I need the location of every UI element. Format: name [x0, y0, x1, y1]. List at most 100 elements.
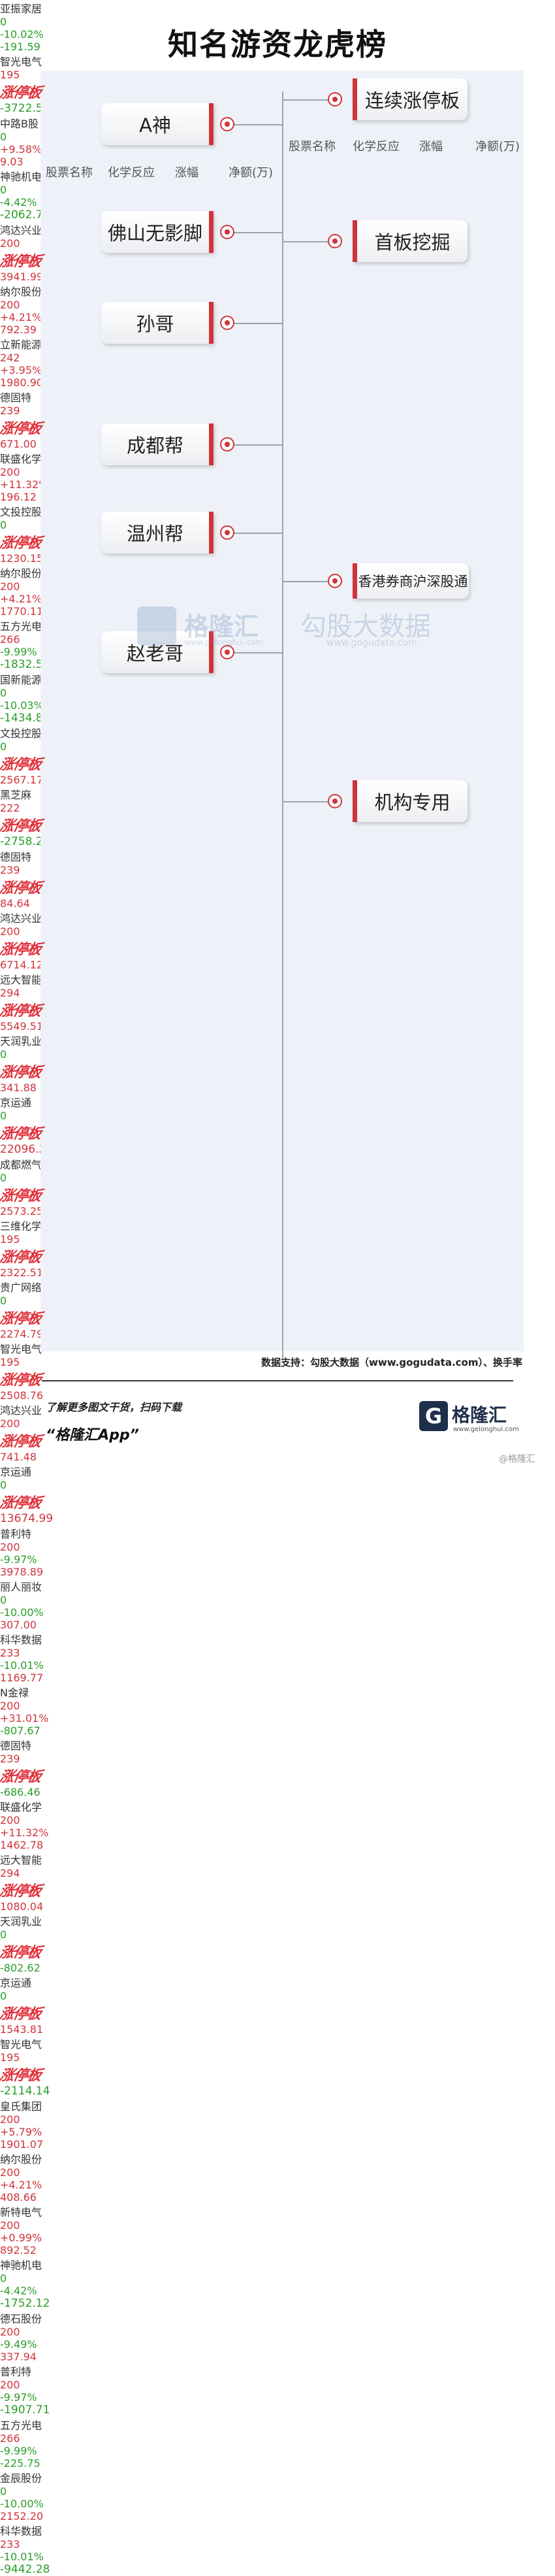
- stock-name: 天润乳业: [0, 1035, 42, 1048]
- watermark-logo-icon: [137, 606, 176, 646]
- footer-divider: [42, 1380, 513, 1381]
- reaction-value: 200: [0, 580, 20, 593]
- table-row: [283, 997, 525, 1023]
- stock-name: 金辰股份: [0, 2472, 42, 2485]
- net-amount: 2508.76: [0, 1389, 44, 1402]
- net-amount: 3941.99: [0, 271, 44, 283]
- limit-up-badge: 涨停板: [0, 1126, 43, 1142]
- right-group-label: 连续涨停板: [353, 78, 468, 120]
- left-connector: [229, 533, 283, 534]
- net-amount: 408.66: [0, 2191, 37, 2204]
- table-row: [0, 847, 281, 873]
- net-amount: 1080.04: [0, 1900, 44, 1913]
- reaction-value: 266: [0, 633, 20, 646]
- reaction-value: 222: [0, 802, 20, 814]
- change-value: -9.97%: [0, 2391, 37, 2403]
- left-group-label: 佛山无影脚: [101, 211, 214, 253]
- stock-name: 联盛化学: [0, 1801, 42, 1813]
- stock-name: 纳尔股份: [0, 2153, 42, 2166]
- stock-name: 德固特: [0, 1740, 32, 1752]
- reaction-value: 0: [0, 1172, 7, 1184]
- table-row: [283, 750, 525, 776]
- stock-name: 贵广网络: [0, 1281, 42, 1294]
- table-row: [0, 684, 281, 710]
- left-header-2: 涨幅: [175, 166, 198, 180]
- stock-name: 鸿达兴业: [0, 1404, 42, 1417]
- reaction-value: 0: [0, 2272, 7, 2285]
- right-group-label: 香港券商沪深股通: [353, 563, 469, 599]
- table-row: [0, 354, 281, 380]
- table-row: [283, 154, 525, 180]
- table-row: [0, 267, 281, 293]
- stock-name: 科华数据: [0, 2525, 42, 2537]
- table-row: [283, 718, 525, 744]
- stock-name: 文投控股: [0, 727, 42, 740]
- watermark-url-1: www.gelonghui.com: [184, 638, 264, 647]
- table-row: [283, 1094, 525, 1120]
- limit-up-badge: 涨停板: [0, 1434, 43, 1450]
- change-value: -9.49%: [0, 2338, 37, 2351]
- left-connector: [229, 444, 283, 446]
- watermark-sub: 勾股大数据: [300, 612, 431, 642]
- reaction-value: 0: [0, 740, 7, 753]
- reaction-value: 0: [0, 1990, 7, 2002]
- left-header-0: 股票名称: [46, 166, 93, 180]
- reaction-value: 0: [0, 1048, 7, 1061]
- reaction-value: 200: [0, 2166, 20, 2179]
- left-dot-icon: [220, 437, 234, 452]
- net-amount: -191.59: [0, 41, 40, 53]
- limit-up-badge: 涨停板: [0, 1003, 43, 1019]
- reaction-value: 195: [0, 1233, 20, 1246]
- reaction-value: 200: [0, 925, 20, 938]
- right-connector: [283, 801, 340, 802]
- reaction-value: 200: [0, 2113, 20, 2126]
- stock-name: 立新能源: [0, 339, 42, 351]
- change-value: +11.32%: [0, 1826, 49, 1839]
- reaction-value: 294: [0, 1867, 20, 1879]
- change-value: -10.01%: [0, 2551, 44, 2563]
- limit-up-badge: 涨停板: [0, 1945, 43, 1961]
- table-row: [0, 717, 281, 743]
- reaction-value: 233: [0, 1647, 20, 1659]
- table-row: [283, 273, 525, 299]
- stock-name: 丽人丽妆: [0, 1581, 42, 1593]
- net-amount: -686.46: [0, 1786, 40, 1798]
- right-header-0: 股票名称: [289, 140, 336, 154]
- right-group-label: 机构专用: [353, 780, 468, 822]
- reaction-value: 0: [0, 1110, 7, 1122]
- limit-up-badge: 涨停板: [0, 818, 43, 834]
- left-header-1: 化学反应: [108, 166, 155, 180]
- left-connector: [229, 652, 283, 653]
- change-value: +0.99%: [0, 2232, 42, 2244]
- limit-up-badge: 涨停板: [0, 1249, 43, 1266]
- limit-up-badge: 涨停板: [0, 1769, 43, 1785]
- stock-name: 鸿达兴业: [0, 912, 42, 925]
- footer-line-1: 了解更多图文干货，扫码下载: [46, 1401, 182, 1413]
- reaction-value: 200: [0, 299, 20, 311]
- right-dot-icon: [328, 234, 342, 248]
- reaction-value: 195: [0, 1356, 20, 1368]
- net-amount: 1169.77: [0, 1672, 44, 1684]
- table-row: [283, 965, 525, 991]
- net-amount: 2152.20: [0, 2510, 44, 2522]
- logo-name: 格隆汇: [452, 1404, 507, 1426]
- net-amount: -225.75: [0, 2457, 40, 2469]
- limit-up-badge: 涨停板: [0, 1311, 43, 1327]
- stock-name: 神驰机电: [0, 171, 42, 183]
- left-group-label: A神: [101, 103, 214, 145]
- reaction-value: 0: [0, 2485, 7, 2498]
- change-value: -9.97%: [0, 1553, 37, 1566]
- change-value: -10.01%: [0, 1659, 44, 1672]
- net-amount: 741.48: [0, 1451, 37, 1463]
- stock-name: 京运通: [0, 1977, 32, 1989]
- stock-name: 德石股份: [0, 2313, 42, 2325]
- left-dot-icon: [220, 225, 234, 239]
- limit-up-badge: 涨停板: [0, 1495, 43, 1511]
- table-row: [283, 501, 525, 527]
- net-amount: -2114.14: [0, 2085, 50, 2098]
- change-value: -9.99%: [0, 646, 37, 658]
- reaction-value: 0: [0, 184, 7, 196]
- limit-up-badge: 涨停板: [0, 757, 43, 773]
- reaction-value: 195: [0, 2051, 20, 2064]
- change-value: -9.99%: [0, 2445, 37, 2457]
